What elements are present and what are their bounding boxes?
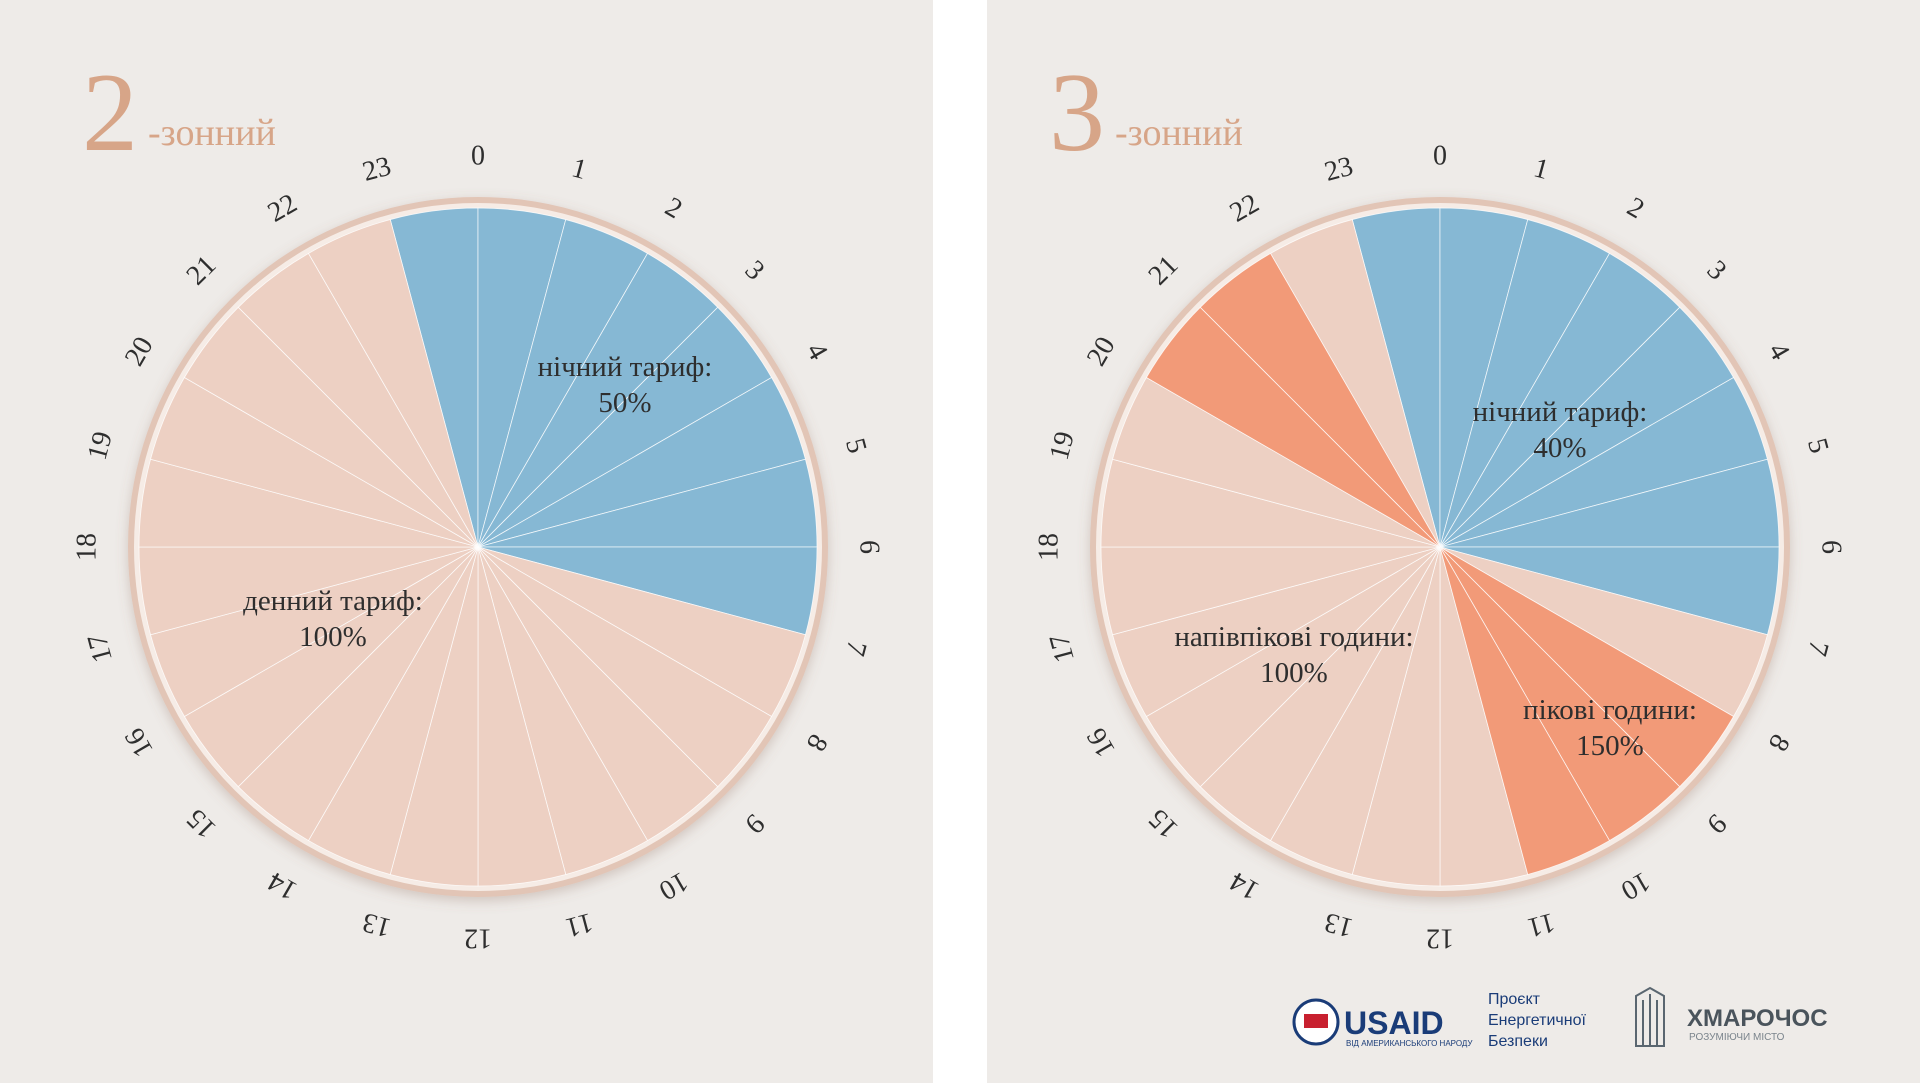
zone-label: нічний тариф: [538, 351, 713, 383]
hour-label: 6 [854, 540, 885, 554]
panel-suffix: -зонний [148, 112, 276, 154]
hour-wedge [307, 219, 479, 548]
hour-label: 18 [1033, 533, 1064, 561]
usaid-sub: ВІД АМЕРИКАНСЬКОГО НАРОДУ [1346, 1039, 1473, 1048]
zone-label: денний тариф: [243, 585, 423, 617]
project-line: Проєкт [1488, 991, 1541, 1008]
hour-label: 0 [1433, 140, 1447, 171]
usaid-text: USAID [1344, 1005, 1444, 1041]
zone-label: пікові години: [1523, 694, 1697, 726]
khmarochos-text: ХМАРОЧОС [1687, 1005, 1828, 1032]
zone-percent: 100% [1260, 657, 1328, 689]
hour-label: 12 [1426, 923, 1454, 954]
usaid-seal-stripe [1304, 1014, 1328, 1028]
zone-percent: 40% [1533, 432, 1586, 464]
zone-percent: 100% [299, 621, 367, 653]
hour-label: 12 [464, 923, 492, 954]
panel-number: 3 [1049, 51, 1105, 175]
zone-percent: 50% [598, 387, 651, 419]
footer: USAID ВІД АМЕРИКАНСЬКОГО НАРОДУ Проєкт Е… [1292, 986, 1828, 1050]
zone-label: напівпікові години: [1174, 621, 1413, 653]
hour-label: 6 [1816, 540, 1847, 554]
khmarochos-icon [1635, 986, 1665, 1047]
panel-number: 2 [82, 51, 138, 175]
hour-wedge [1439, 546, 1611, 875]
zone-percent: 150% [1576, 730, 1644, 762]
hour-wedge [1199, 252, 1441, 548]
project-line: Безпеки [1488, 1033, 1548, 1050]
hour-label: 0 [471, 140, 485, 171]
zone-label: нічний тариф: [1473, 396, 1648, 428]
project-line: Енергетичної [1488, 1012, 1586, 1029]
panel-suffix: -зонний [1115, 112, 1243, 154]
khmarochos-sub: РОЗУМІЮЧИ МІСТО [1689, 1032, 1785, 1043]
hour-label: 18 [71, 533, 102, 561]
